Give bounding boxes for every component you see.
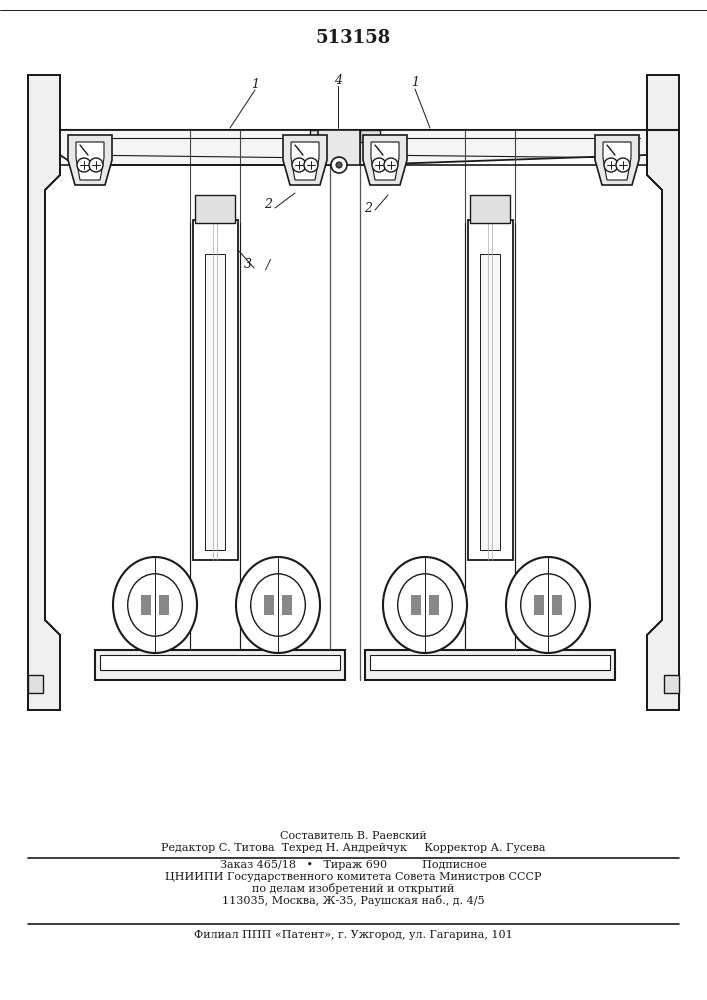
Bar (141, 595, 151, 615)
Bar (28, 675, 43, 693)
Ellipse shape (304, 158, 318, 172)
Bar (411, 595, 421, 615)
Ellipse shape (383, 557, 467, 653)
Text: по делам изобретений и открытий: по делам изобретений и открытий (252, 884, 454, 894)
Text: 113035, Москва, Ж-35, Раушская наб., д. 4/5: 113035, Москва, Ж-35, Раушская наб., д. … (222, 896, 484, 906)
Text: Филиал ППП «Патент», г. Ужгород, ул. Гагарина, 101: Филиал ППП «Патент», г. Ужгород, ул. Гаг… (194, 930, 513, 940)
Bar (468, 220, 513, 560)
Polygon shape (291, 142, 319, 180)
Polygon shape (363, 135, 407, 185)
Bar (264, 595, 274, 615)
Bar (159, 595, 169, 615)
Bar (470, 195, 510, 223)
Bar (664, 675, 679, 693)
Text: 4: 4 (334, 74, 342, 87)
Text: 2: 2 (264, 198, 272, 212)
Text: 2: 2 (364, 202, 372, 215)
Bar (193, 220, 238, 560)
Polygon shape (28, 75, 60, 710)
Bar (370, 655, 610, 670)
Bar (318, 130, 360, 165)
Ellipse shape (336, 162, 342, 168)
Ellipse shape (236, 557, 320, 653)
Text: ЦНИИПИ Государственного комитета Совета Министров СССР: ЦНИИПИ Государственного комитета Совета … (165, 872, 542, 882)
Polygon shape (595, 135, 639, 185)
Bar (429, 595, 439, 615)
Bar (365, 650, 615, 680)
Polygon shape (360, 130, 647, 165)
Polygon shape (283, 135, 327, 185)
Bar (310, 130, 330, 142)
Polygon shape (603, 142, 631, 180)
Ellipse shape (384, 158, 398, 172)
Ellipse shape (604, 158, 618, 172)
Bar (95, 650, 345, 680)
Text: 1: 1 (411, 77, 419, 90)
Text: Составитель В. Раевский: Составитель В. Раевский (280, 831, 426, 841)
Ellipse shape (89, 158, 103, 172)
Bar (100, 655, 340, 670)
Text: Редактор С. Титова  Техред Н. Андрейчук     Корректор А. Гусева: Редактор С. Титова Техред Н. Андрейчук К… (160, 843, 545, 853)
Text: 3: 3 (244, 258, 252, 271)
Ellipse shape (372, 158, 386, 172)
Ellipse shape (292, 158, 306, 172)
Polygon shape (60, 130, 330, 165)
Ellipse shape (506, 557, 590, 653)
Ellipse shape (331, 157, 347, 173)
Ellipse shape (77, 158, 91, 172)
Bar (534, 595, 544, 615)
Bar (195, 195, 235, 223)
Bar (205, 254, 225, 550)
Bar (552, 595, 562, 615)
Text: /: / (266, 258, 270, 271)
Text: 513158: 513158 (315, 29, 391, 47)
Polygon shape (371, 142, 399, 180)
Ellipse shape (113, 557, 197, 653)
Bar (360, 130, 380, 142)
Ellipse shape (616, 158, 630, 172)
Polygon shape (76, 142, 104, 180)
Polygon shape (68, 135, 112, 185)
Bar (282, 595, 292, 615)
Text: Заказ 465/18   •   Тираж 690          Подписное: Заказ 465/18 • Тираж 690 Подписное (220, 860, 486, 870)
Bar (480, 254, 500, 550)
Polygon shape (647, 75, 679, 710)
Text: 1: 1 (251, 79, 259, 92)
